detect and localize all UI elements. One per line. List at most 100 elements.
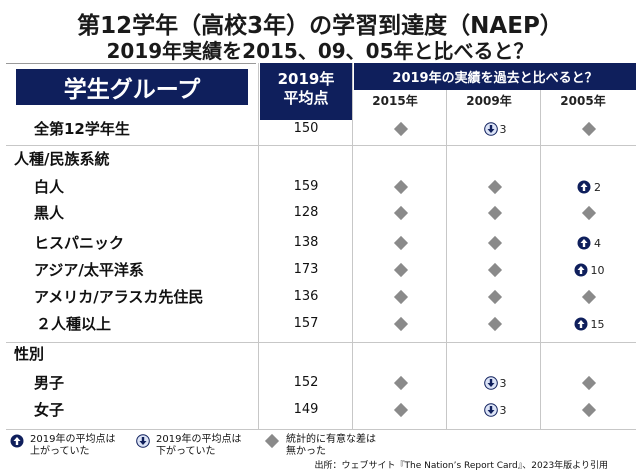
group-label: 黒人 (34, 204, 65, 222)
legend-no-change-diamond-icon (264, 433, 280, 449)
table-row: 白人 159 2 (6, 174, 636, 200)
group-label: アメリカ/アラスカ先住民 (34, 288, 204, 306)
no-change-diamond-icon (487, 179, 503, 195)
header-year-2005: 2005年 (560, 94, 606, 108)
group-label: 男子 (34, 374, 65, 392)
comparison-2015 (354, 230, 448, 256)
header-average-year: 2019年 (277, 70, 335, 88)
comparison-2009: 3 (448, 397, 542, 423)
section-label: 人種/民族系統 (14, 150, 110, 168)
decrease-marker: 3 (483, 122, 507, 136)
no-change-diamond-icon (393, 375, 409, 391)
score-2019: 159 (293, 179, 319, 194)
header-average-label: 平均点 (283, 89, 329, 107)
up-arrow-icon (577, 236, 591, 250)
comparison-2015 (354, 116, 448, 142)
difference-value: 2 (594, 180, 601, 194)
score-2019: 136 (293, 289, 319, 304)
legend-down-text-1: 2019年の平均点は (156, 434, 242, 445)
comparison-2005 (542, 116, 636, 142)
table-row: 黒人 128 (6, 200, 636, 226)
legend-up-arrow-icon (10, 434, 24, 448)
comparison-2005: 4 (542, 230, 636, 256)
no-change-diamond-icon (393, 316, 409, 332)
score-2019: 150 (293, 121, 319, 136)
increase-marker: 15 (574, 317, 605, 331)
score-2019: 173 (293, 262, 319, 277)
down-arrow-icon (483, 403, 498, 417)
comparison-2005: 2 (542, 174, 636, 200)
difference-value: 3 (499, 403, 507, 417)
comparison-2009 (448, 230, 542, 256)
table-row: アメリカ/アラスカ先住民 136 (6, 284, 636, 310)
up-arrow-icon (574, 317, 587, 331)
section-header-row: 性別 (6, 341, 636, 367)
no-change-diamond-icon (487, 235, 503, 251)
comparison-2009 (448, 174, 542, 200)
header-year-2009: 2009年 (466, 94, 512, 108)
no-change-diamond-icon (487, 289, 503, 305)
no-change-diamond-icon (487, 205, 503, 221)
no-change-diamond-icon (393, 205, 409, 221)
no-change-diamond-icon (581, 289, 597, 305)
comparison-2015 (354, 397, 448, 423)
legend-down-arrow-icon (136, 434, 150, 448)
no-change-diamond-icon (393, 235, 409, 251)
increase-marker: 4 (577, 236, 601, 250)
decrease-marker: 3 (483, 403, 507, 417)
group-label: 女子 (34, 401, 65, 419)
no-change-diamond-icon (487, 316, 503, 332)
comparison-2005 (542, 370, 636, 396)
group-label: アジア/太平洋系 (34, 261, 144, 279)
no-change-diamond-icon (393, 262, 409, 278)
table-row: ヒスパニック 138 4 (6, 230, 636, 256)
group-label: ２人種以上 (36, 315, 112, 333)
comparison-2005 (542, 397, 636, 423)
difference-value: 10 (590, 263, 605, 277)
comparison-2015 (354, 370, 448, 396)
table-row: 男子 152 3 (6, 370, 636, 396)
header-comparison-label: 2019年の実績を過去と比べると？ (354, 63, 636, 90)
grid-hline (6, 429, 636, 430)
group-label: ヒスパニック (34, 234, 125, 252)
legend-down-text-2: 下がっていた (156, 446, 216, 457)
increase-marker: 10 (574, 263, 605, 277)
grid-vline (540, 90, 541, 429)
header-average-cell: 2019年 平均点 (260, 63, 352, 120)
page-subtitle: 2019年実績を2015、09、05年と比べると？ (106, 39, 534, 63)
down-arrow-icon (483, 376, 498, 390)
no-change-diamond-icon (581, 121, 597, 137)
comparison-2015 (354, 200, 448, 226)
up-arrow-icon (577, 180, 591, 194)
table-row: ２人種以上 157 15 (6, 311, 636, 337)
increase-marker: 2 (577, 180, 601, 194)
source-note: 出所：ウェブサイト『The Nation’s Report Card』、2023… (314, 461, 608, 471)
decrease-marker: 3 (483, 376, 507, 390)
grid-vline (258, 63, 259, 429)
no-change-diamond-icon (393, 289, 409, 305)
comparison-2009: 3 (448, 116, 542, 142)
no-change-diamond-icon (393, 121, 409, 137)
table-row: 女子 149 3 (6, 397, 636, 423)
difference-value: 15 (590, 317, 605, 331)
comparison-2009 (448, 284, 542, 310)
legend-nc-text-1: 統計的に有意な差は (286, 434, 376, 445)
grid-vline (446, 90, 447, 429)
comparison-2015 (354, 311, 448, 337)
comparison-2015 (354, 257, 448, 283)
comparison-2009 (448, 200, 542, 226)
comparison-2005 (542, 200, 636, 226)
legend-up-text-1: 2019年の平均点は (30, 434, 116, 445)
up-arrow-icon (574, 263, 587, 277)
score-2019: 152 (293, 375, 319, 390)
no-change-diamond-icon (393, 179, 409, 195)
header-year-2015: 2015年 (372, 94, 418, 108)
no-change-diamond-icon (581, 402, 597, 418)
comparison-2005: 10 (542, 257, 636, 283)
comparison-2005 (542, 284, 636, 310)
score-2019: 128 (293, 205, 319, 220)
score-2019: 149 (293, 402, 319, 417)
comparison-2015 (354, 174, 448, 200)
grid-vline (352, 63, 353, 429)
score-2019: 138 (293, 235, 319, 250)
